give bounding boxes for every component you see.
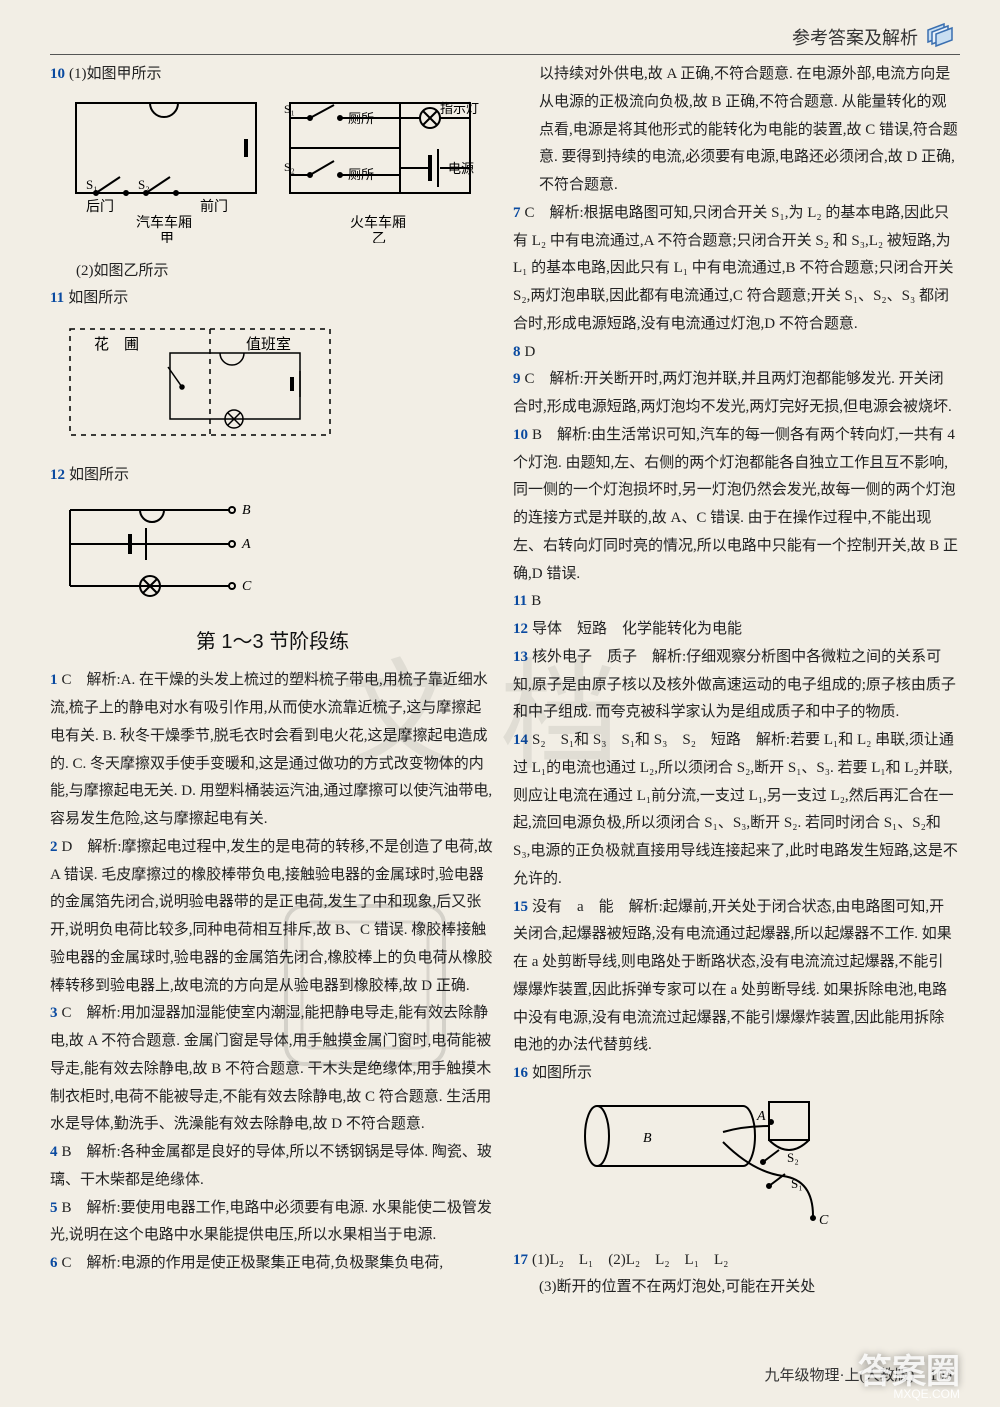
ans-7: C 解析:根据电路图可知,只闭合开关 S₁,为 L₂ 的基本电路,因此只有 L₂… [513, 205, 953, 332]
item-number: 4 [50, 1144, 58, 1160]
q11: 如图所示 [68, 290, 128, 306]
label-indicator: 指示灯 [440, 101, 479, 116]
label-toilet2: 厕所 [348, 167, 374, 182]
ans-12: 导体 短路 化学能转化为电能 [532, 621, 742, 637]
ans-10: B 解析:由生活常识可知,汽车的每一侧各有两个转向灯,一共有 4 个灯泡. 由题… [513, 427, 958, 582]
diagram-q10: S₁ S₂ 后门 前门 汽车车厢 甲 [50, 93, 495, 254]
right-column: 以持续对外供电,故 A 正确,不符合题意. 在电源外部,电流方向是从电源的正极流… [513, 61, 958, 1302]
label-c: C [242, 579, 252, 594]
label-s2: S₂ [138, 177, 150, 192]
item-number: 16 [513, 1065, 528, 1081]
ans-4: B 解析:各种金属都是良好的导体,所以不锈钢锅是导体. 陶瓷、玻璃、干木柴都是绝… [50, 1144, 492, 1188]
label-b16: B [643, 1131, 652, 1146]
label-s2-16: S₂ [787, 1150, 799, 1165]
brand-url: MXQE.COM [893, 1387, 960, 1401]
item-number: 10 [50, 66, 65, 82]
left-column: 10(1)如图甲所示 [50, 61, 495, 1302]
page-header: 参考答案及解析 [50, 18, 960, 55]
label-s1b: S₁ [284, 102, 295, 116]
label-yi: 乙 [372, 231, 386, 243]
label-jia: 甲 [160, 232, 174, 243]
ans-1: C 解析:A. 在干燥的头发上梳过的塑料梳子带电,用梳子靠近细水流,梳子上的静电… [50, 672, 492, 827]
item-number: 11 [50, 290, 64, 306]
item-number: 14 [513, 732, 528, 748]
item-number: 9 [513, 371, 521, 387]
label-dutyroom: 值班室 [246, 336, 291, 353]
label-c16: C [819, 1213, 829, 1228]
item-number: 2 [50, 839, 58, 855]
page-footer: 九年级物理·上(人教版) 109 [765, 1364, 953, 1385]
item-number: 12 [513, 621, 528, 637]
item-number: 15 [513, 899, 528, 915]
ans-15: 没有 a 能 解析:起爆前,开关处于闭合状态,由电路图可知,开关闭合,起爆器被短… [513, 899, 952, 1054]
item-number: 10 [513, 427, 528, 443]
diagram-q11: 花 圃 值班室 [50, 317, 495, 458]
label-garden: 花 圃 [94, 336, 139, 353]
item-number: 5 [50, 1200, 58, 1216]
item-number: 7 [513, 205, 521, 221]
item-number: 13 [513, 649, 528, 665]
label-trainbox: 火车车厢 [350, 214, 406, 231]
diagram-q16: B A S₂ S₁ C [573, 1092, 958, 1243]
q10-b: (2)如图乙所示 [76, 263, 169, 279]
ans-3: C 解析:用加湿器加湿能使室内潮湿,能把静电导走,能有效去除静电,故 A 不符合… [50, 1005, 491, 1132]
label-s1: S₁ [86, 177, 98, 192]
ans-11: B [531, 593, 541, 609]
q12: 如图所示 [69, 467, 129, 483]
ans-2: D 解析:摩擦起电过程中,发生的是电荷的转移,不是创造了电荷,故 A 错误. 毛… [50, 839, 493, 994]
item-number: 1 [50, 672, 58, 688]
item-number: 12 [50, 467, 65, 483]
ans-8: D [525, 344, 536, 360]
ans-9: C 解析:开关断开时,两灯泡并联,并且两灯泡都能够发光. 开关闭合时,形成电源短… [513, 371, 952, 415]
header-title: 参考答案及解析 [792, 24, 918, 50]
ans-13: 核外电子 质子 解析:仔细观察分析图中各微粒之间的关系可知,原子是由原子核以及核… [513, 649, 956, 721]
label-a16: A [756, 1109, 766, 1124]
books-icon [926, 20, 960, 53]
ans-17b: (3)断开的位置不在两灯泡处,可能在开关处 [539, 1279, 815, 1295]
section-title: 第 1～3 节阶段练 [50, 624, 495, 661]
label-toilet1: 厕所 [348, 111, 374, 126]
item-number: 3 [50, 1005, 58, 1021]
label-busbox: 汽车车厢 [136, 214, 192, 231]
label-frontdoor: 前门 [200, 198, 228, 215]
ans-6-cont: 以持续对外供电,故 A 正确,不符合题意. 在电源外部,电流方向是从电源的正极流… [539, 66, 958, 193]
label-backdoor: 后门 [86, 199, 114, 215]
label-a: A [241, 537, 251, 552]
ans-6: C 解析:电源的作用是使正极聚集正电荷,负极聚集负电荷, [62, 1255, 444, 1271]
item-number: 17 [513, 1252, 528, 1268]
ans-16: 如图所示 [532, 1065, 592, 1081]
label-s2b: S₂ [284, 160, 295, 174]
ans-14: S₂ S₁和 S₃ S₁和 S₃ S₂ 短路 解析:若要 L₁和 L₂ 串联,须… [513, 732, 958, 887]
ans-5: B 解析:要使用电器工作,电路中必须要有电源. 水果能使二极管发光,说明在这个电… [50, 1200, 492, 1244]
label-s1-16: S₁ [791, 1176, 803, 1191]
item-number: 11 [513, 593, 527, 609]
label-power: 电源 [448, 161, 474, 176]
ans-17: (1)L₂ L₁ (2)L₂ L₂ L₁ L₂ [532, 1252, 728, 1268]
q10-a: (1)如图甲所示 [69, 66, 162, 82]
item-number: 6 [50, 1255, 58, 1271]
item-number: 8 [513, 344, 521, 360]
diagram-q12: B A C [50, 494, 495, 615]
label-b: B [242, 503, 251, 518]
